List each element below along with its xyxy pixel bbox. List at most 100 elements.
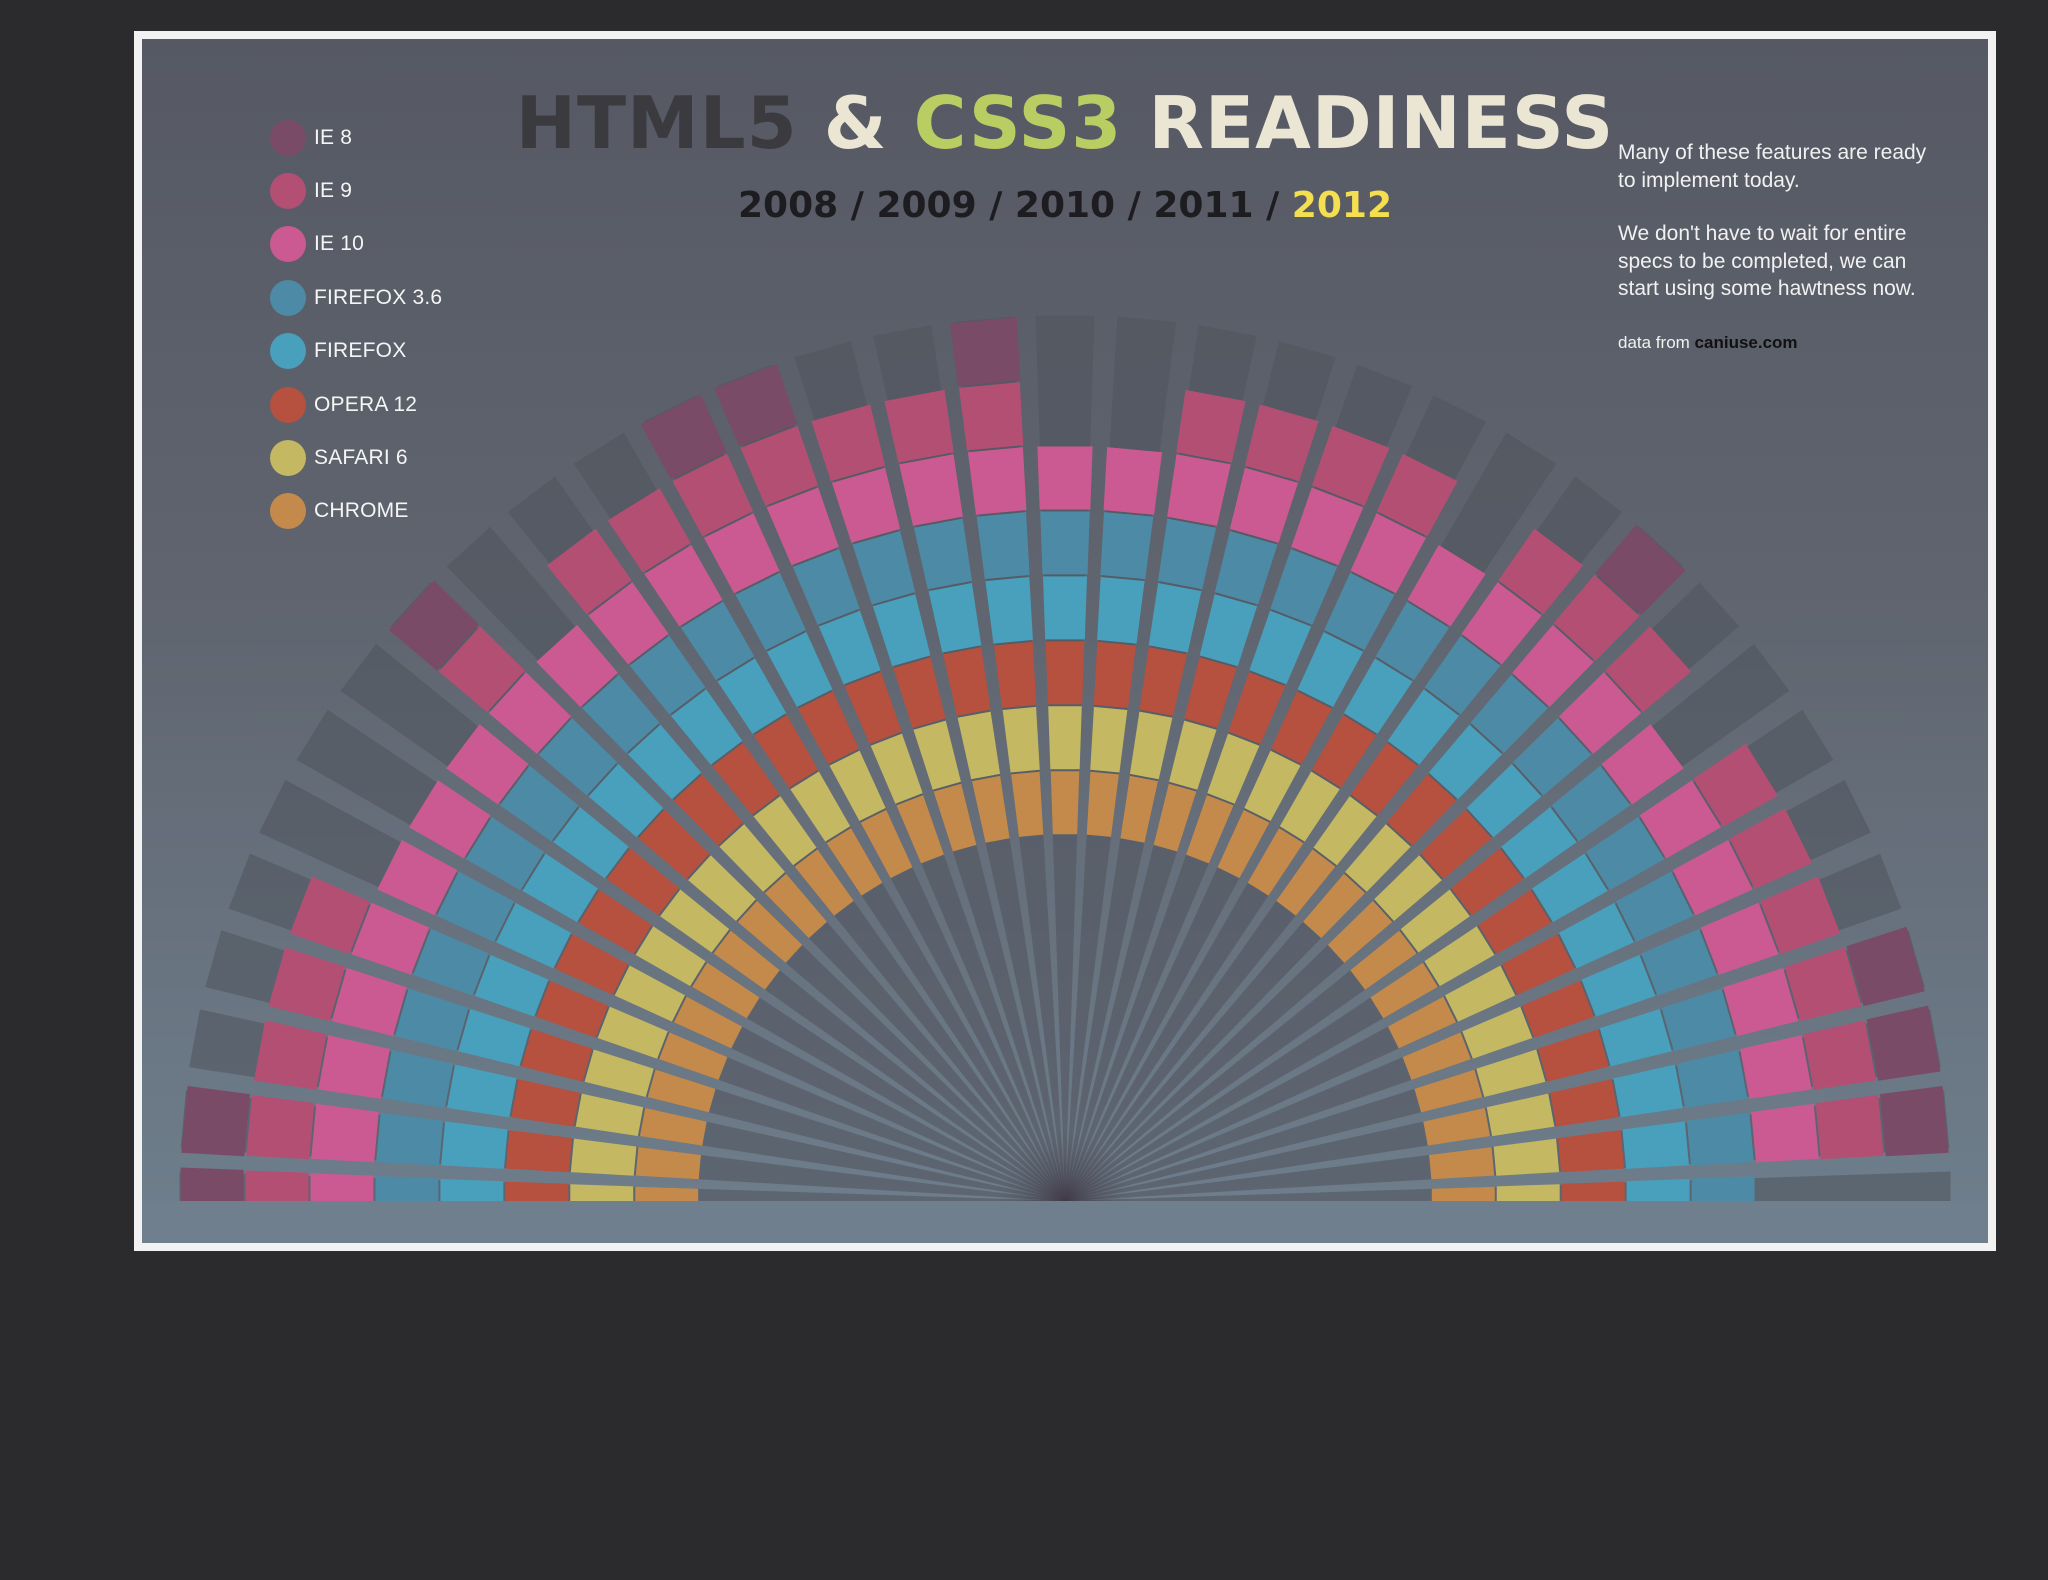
support-segment[interactable] — [331, 967, 407, 1037]
support-segment[interactable] — [1311, 425, 1390, 506]
support-segment[interactable] — [737, 900, 803, 963]
support-segment[interactable] — [829, 750, 886, 822]
support-segment[interactable] — [1581, 954, 1656, 1017]
support-segment[interactable] — [1700, 902, 1779, 975]
support-segment[interactable] — [1311, 714, 1377, 788]
support-segment[interactable] — [438, 626, 525, 713]
support-segment[interactable] — [377, 839, 458, 916]
support-segment[interactable] — [1676, 1049, 1748, 1109]
support-segment[interactable] — [627, 724, 702, 800]
support-segment[interactable] — [1343, 658, 1413, 734]
support-segment[interactable] — [588, 582, 669, 665]
support-segment[interactable] — [1169, 720, 1217, 790]
support-segment[interactable] — [753, 714, 819, 788]
support-segment[interactable] — [1291, 487, 1364, 566]
support-segment[interactable] — [1303, 873, 1366, 939]
support-segment[interactable] — [1613, 1064, 1684, 1118]
support-segment[interactable] — [1217, 809, 1270, 879]
support-segment[interactable] — [1345, 824, 1411, 892]
support-segment[interactable] — [1207, 733, 1260, 804]
support-segment[interactable] — [1040, 511, 1090, 575]
support-segment[interactable] — [1271, 691, 1332, 765]
support-segment[interactable] — [1521, 980, 1594, 1038]
support-segment[interactable] — [635, 1147, 701, 1180]
support-segment[interactable] — [949, 317, 1021, 386]
support-segment[interactable] — [1176, 389, 1246, 463]
support-segment[interactable] — [1550, 1079, 1619, 1127]
support-segment[interactable] — [660, 889, 730, 953]
support-segment[interactable] — [1423, 1107, 1491, 1146]
support-segment[interactable] — [1244, 750, 1301, 822]
support-segment[interactable] — [1327, 900, 1393, 963]
year-2011[interactable]: 2011 — [1153, 185, 1254, 226]
support-segment[interactable] — [1097, 577, 1145, 644]
support-segment[interactable] — [647, 1069, 716, 1113]
support-segment[interactable] — [1279, 771, 1340, 842]
support-segment[interactable] — [446, 1064, 517, 1118]
support-segment[interactable] — [1740, 1035, 1812, 1099]
support-segment[interactable] — [1184, 657, 1237, 728]
support-segment[interactable] — [578, 889, 652, 955]
support-segment[interactable] — [985, 577, 1033, 644]
support-segment[interactable] — [967, 447, 1027, 515]
support-segment[interactable] — [671, 689, 743, 765]
support-segment[interactable] — [1605, 626, 1692, 713]
support-segment[interactable] — [644, 544, 723, 627]
support-segment[interactable] — [1558, 672, 1642, 754]
support-segment[interactable] — [1350, 513, 1427, 594]
support-segment[interactable] — [413, 928, 489, 996]
support-segment[interactable] — [553, 807, 629, 879]
year-2009[interactable]: 2009 — [876, 185, 977, 226]
legend-item[interactable]: FIREFOX 3.6 — [270, 271, 442, 324]
support-segment[interactable] — [971, 775, 1010, 843]
support-segment[interactable] — [928, 582, 982, 653]
support-segment[interactable] — [1247, 828, 1304, 896]
support-segment[interactable] — [505, 1130, 573, 1173]
support-segment[interactable] — [1595, 524, 1686, 615]
support-segment[interactable] — [588, 763, 664, 838]
support-segment[interactable] — [458, 1008, 531, 1067]
support-segment[interactable] — [896, 795, 944, 864]
support-segment[interactable] — [860, 809, 913, 879]
support-segment[interactable] — [1297, 632, 1364, 708]
support-segment[interactable] — [1501, 807, 1577, 879]
support-segment[interactable] — [382, 1049, 454, 1109]
support-segment[interactable] — [1086, 771, 1119, 837]
support-segment[interactable] — [831, 467, 901, 543]
support-segment[interactable] — [1139, 647, 1187, 716]
support-segment[interactable] — [1037, 446, 1093, 510]
support-segment[interactable] — [958, 382, 1024, 451]
support-segment[interactable] — [1048, 706, 1082, 770]
support-segment[interactable] — [1498, 528, 1584, 615]
support-segment[interactable] — [555, 934, 629, 995]
support-segment[interactable] — [1214, 530, 1278, 605]
support-segment[interactable] — [436, 871, 515, 942]
support-segment[interactable] — [1639, 780, 1722, 859]
support-segment[interactable] — [1120, 775, 1159, 843]
support-segment[interactable] — [826, 828, 883, 896]
support-segment[interactable] — [1476, 1049, 1546, 1097]
support-segment[interactable] — [1803, 1020, 1877, 1090]
support-segment[interactable] — [1866, 1005, 1941, 1081]
support-segment[interactable] — [1601, 724, 1684, 805]
support-segment[interactable] — [719, 824, 785, 892]
support-segment[interactable] — [1387, 996, 1457, 1049]
legend-item[interactable]: OPERA 12 — [270, 378, 442, 431]
support-segment[interactable] — [1846, 926, 1925, 1007]
support-segment[interactable] — [680, 601, 755, 681]
support-segment[interactable] — [536, 624, 618, 708]
support-segment[interactable] — [1470, 674, 1548, 754]
support-segment[interactable] — [1374, 855, 1442, 921]
support-segment[interactable] — [1478, 889, 1552, 955]
support-segment[interactable] — [1050, 771, 1080, 835]
support-segment[interactable] — [1501, 934, 1575, 995]
support-segment[interactable] — [1376, 453, 1458, 537]
support-segment[interactable] — [1270, 549, 1338, 625]
support-segment[interactable] — [1558, 902, 1634, 969]
support-segment[interactable] — [289, 876, 370, 955]
support-segment[interactable] — [614, 965, 686, 1022]
support-segment[interactable] — [794, 849, 854, 916]
support-segment[interactable] — [1553, 574, 1640, 661]
support-segment[interactable] — [1622, 1121, 1689, 1169]
support-segment[interactable] — [1386, 774, 1457, 846]
